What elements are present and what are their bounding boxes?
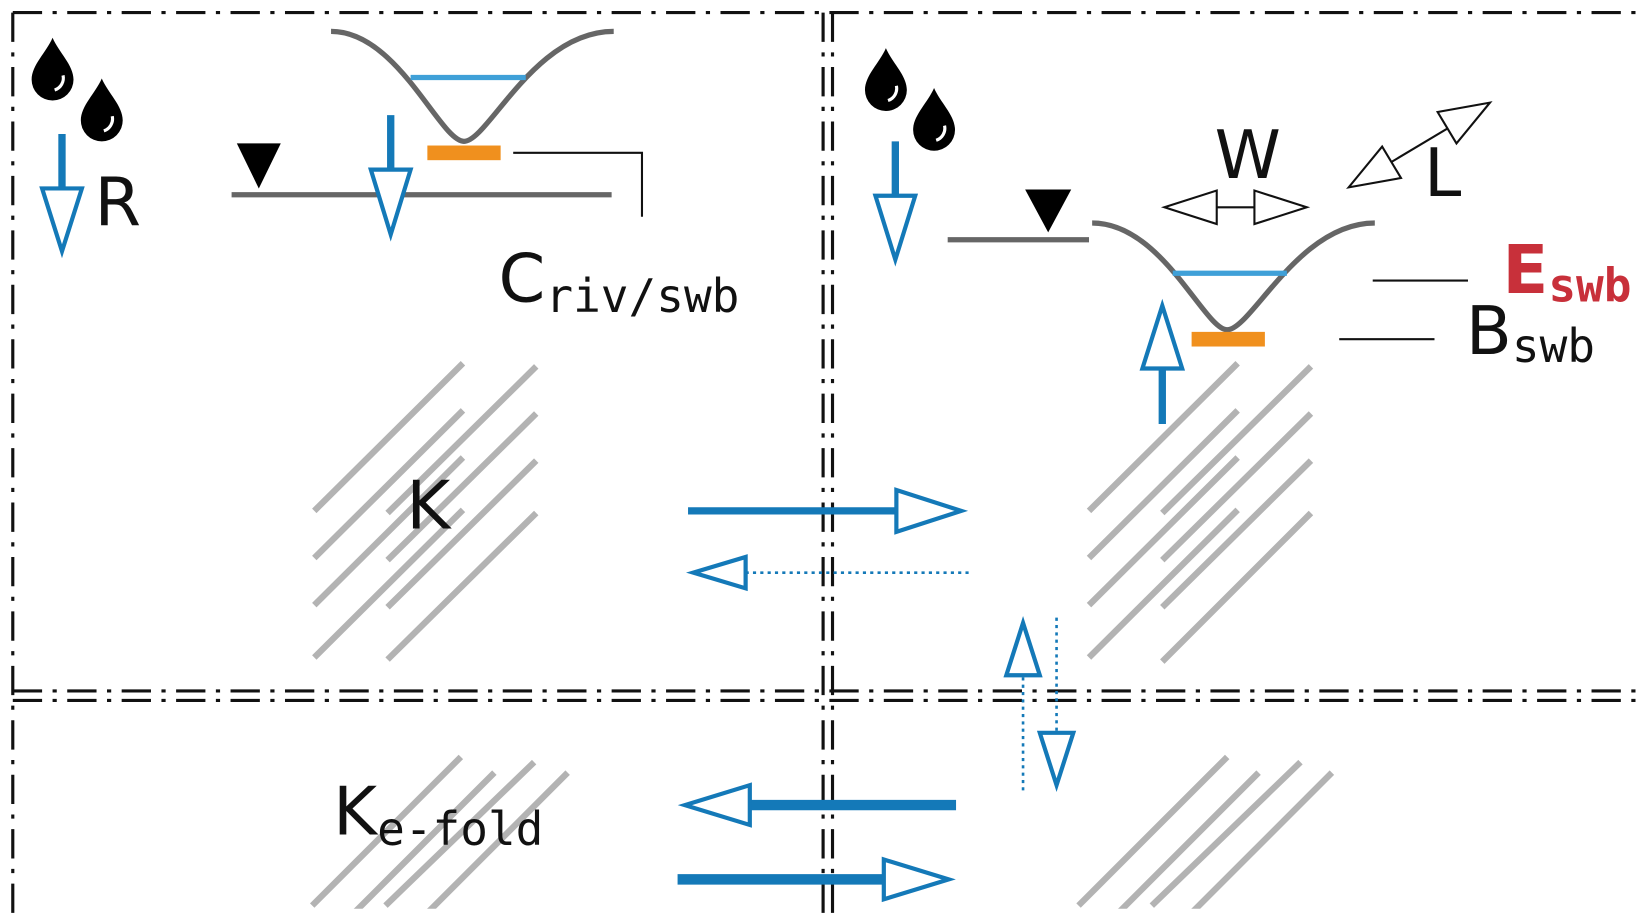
label-length: L — [1424, 134, 1461, 212]
symbol: C — [499, 240, 546, 318]
river-right — [947, 101, 1493, 347]
symbol: B — [1466, 292, 1512, 370]
label-width: W — [1215, 116, 1281, 194]
aquifer-hatch — [309, 361, 1335, 909]
subscript: riv/swb — [545, 269, 739, 323]
label-elevation: Eswb — [1503, 231, 1632, 312]
river-left — [231, 28, 644, 217]
symbol: K — [333, 772, 379, 850]
label-bottom: Bswb — [1466, 292, 1595, 373]
subscript: e-fold — [377, 802, 543, 856]
label-conductance: Criv/swb — [499, 240, 740, 323]
subscript: swb — [1512, 319, 1595, 373]
frames — [11, 10, 1642, 915]
symbol: E — [1503, 231, 1549, 309]
label-efold: Ke-fold — [333, 772, 543, 855]
label-recharge: R — [94, 163, 141, 241]
rain-drops — [30, 36, 957, 153]
flux-arrows — [39, 115, 1186, 903]
subscript: swb — [1548, 259, 1631, 313]
label-k: K — [406, 467, 452, 545]
